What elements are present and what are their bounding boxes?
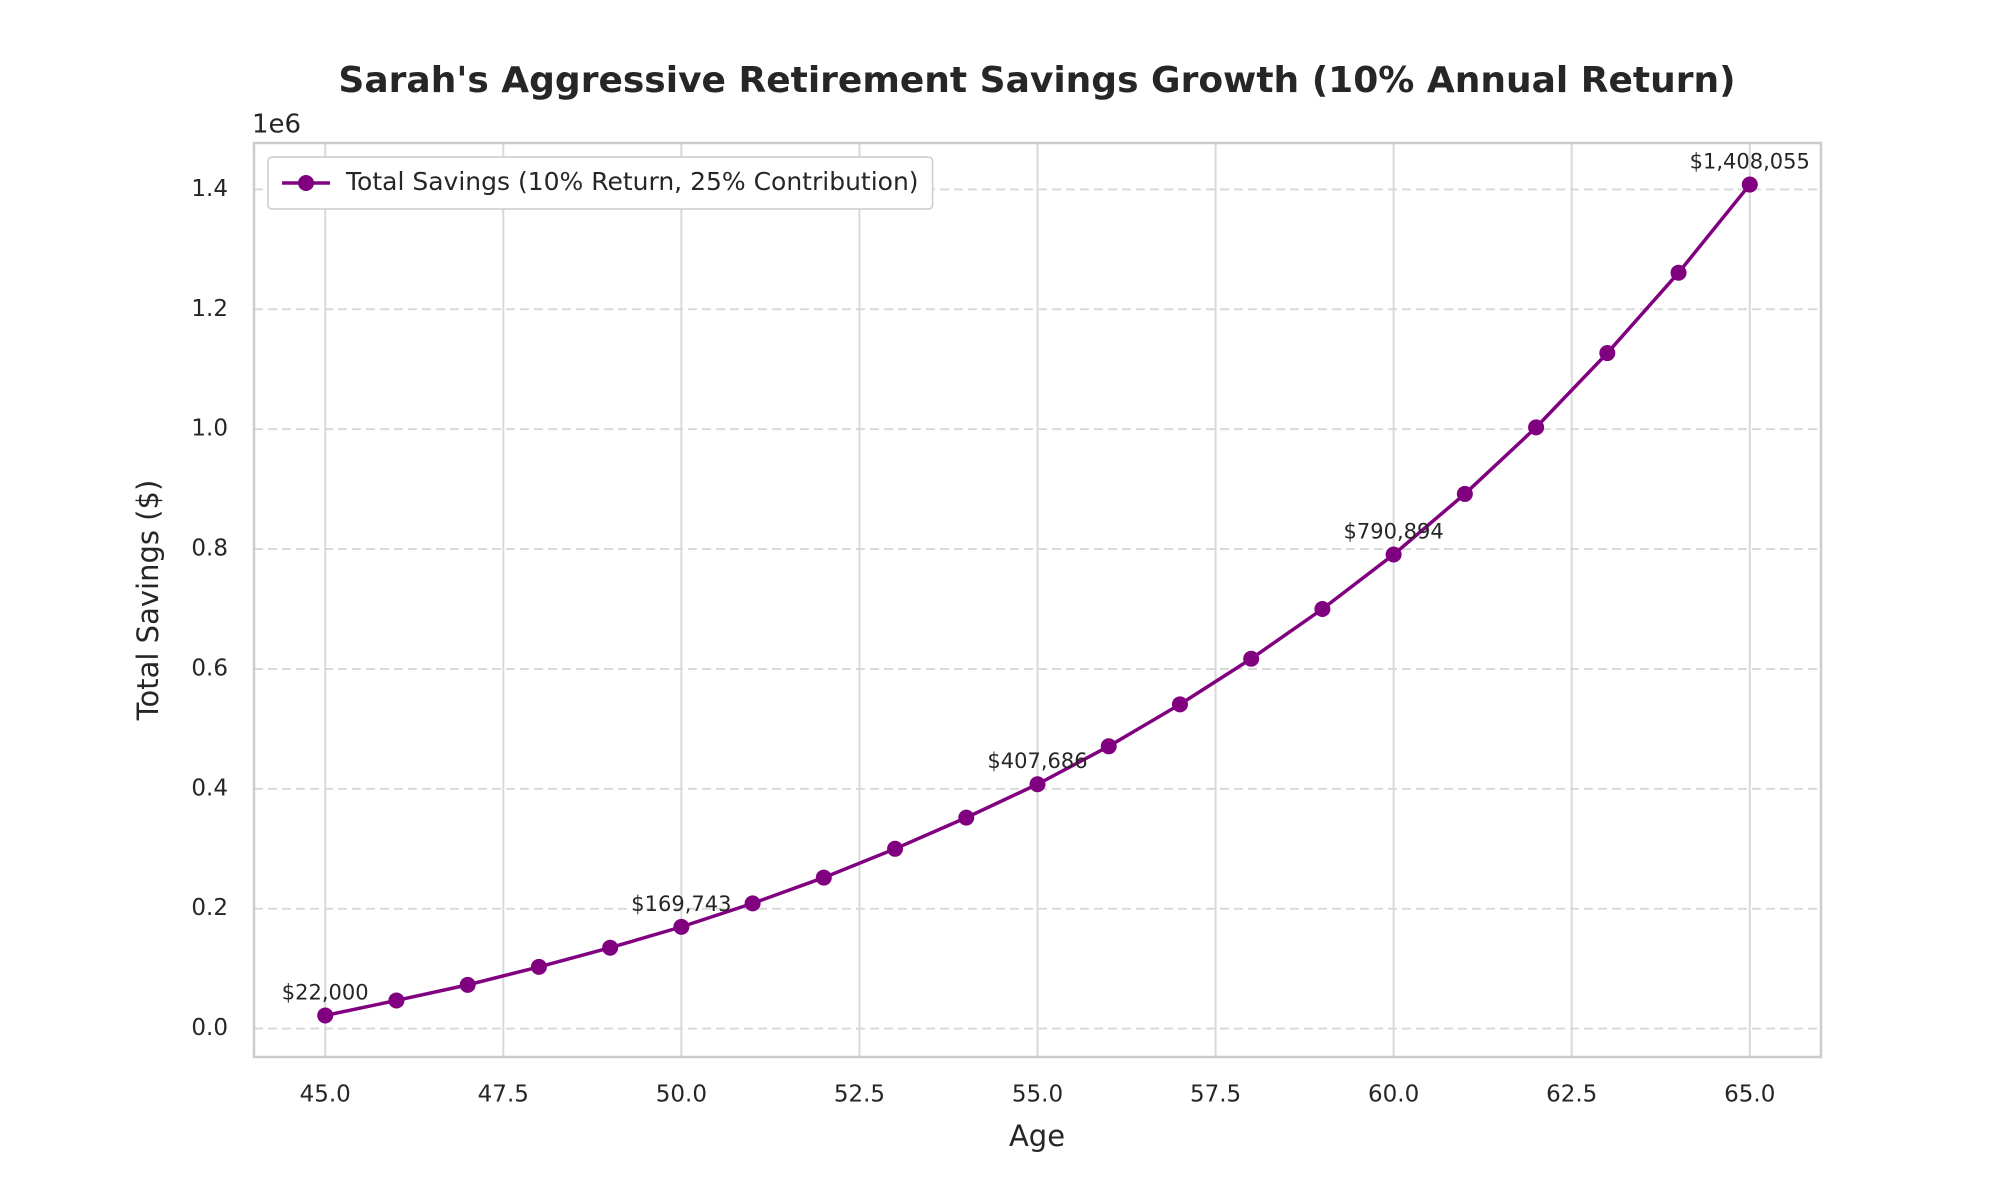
x-tick-label: 50.0 (656, 1082, 707, 1108)
data-point (1385, 546, 1402, 563)
y-tick-label: 0.4 (191, 775, 228, 801)
y-tick-label: 0.6 (191, 655, 228, 681)
plot-frame (252, 141, 1823, 1059)
x-tick-label: 55.0 (1012, 1082, 1063, 1108)
data-point (1243, 650, 1260, 667)
data-point (1171, 696, 1188, 713)
data-point (815, 869, 832, 886)
data-point (530, 958, 547, 975)
x-tick-label: 65.0 (1724, 1082, 1775, 1108)
x-tick-label: 47.5 (478, 1082, 529, 1108)
x-tick-label: 45.0 (300, 1082, 351, 1108)
data-point (958, 809, 975, 826)
data-label: $169,743 (631, 892, 731, 916)
data-point (1670, 264, 1687, 281)
y-axis-label: Total Savings ($) (131, 480, 165, 722)
data-point (887, 840, 904, 857)
x-tick-label: 52.5 (834, 1082, 885, 1108)
x-axis-label: Age (1009, 1119, 1065, 1153)
data-label: $1,408,055 (1690, 150, 1810, 174)
y-tick-label: 1.2 (191, 296, 228, 322)
y-tick-label: 0.0 (191, 1015, 228, 1041)
y-tick-label: 0.2 (191, 895, 228, 921)
data-point (1741, 176, 1758, 193)
data-point (1100, 738, 1117, 755)
x-tick-label: 57.5 (1190, 1082, 1241, 1108)
y-offset-label: 1e6 (252, 110, 301, 140)
legend-marker (298, 175, 314, 191)
data-point (602, 939, 619, 956)
x-tick-label: 62.5 (1546, 1082, 1597, 1108)
legend-box (267, 156, 934, 210)
y-tick-label: 0.8 (191, 536, 228, 562)
x-tick-label: 60.0 (1368, 1082, 1419, 1108)
y-tick-label: 1.4 (191, 176, 228, 202)
data-label: $407,686 (987, 749, 1087, 773)
data-point (673, 918, 690, 935)
data-point (459, 976, 476, 993)
data-label: $22,000 (282, 980, 369, 1004)
data-label: $790,894 (1344, 520, 1444, 544)
data-point (744, 895, 761, 912)
data-point (1314, 601, 1331, 618)
data-point (1528, 419, 1545, 436)
legend: Total Savings (10% Return, 25% Contribut… (267, 156, 934, 210)
y-tick-label: 1.0 (191, 416, 228, 442)
data-point (317, 1007, 334, 1024)
data-point (1029, 776, 1046, 793)
data-point (1599, 345, 1616, 362)
data-point (388, 992, 405, 1009)
legend-label: Total Savings (10% Return, 25% Contribut… (345, 167, 919, 196)
chart-title: Sarah's Aggressive Retirement Savings Gr… (338, 60, 1735, 101)
data-point (1456, 485, 1473, 502)
